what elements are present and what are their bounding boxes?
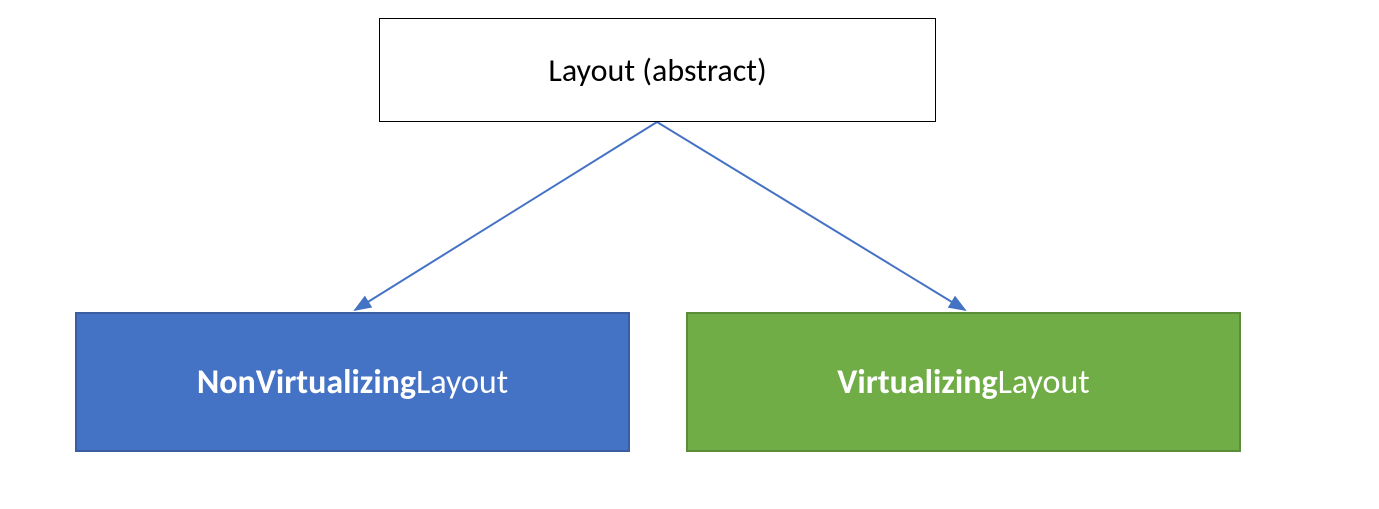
edge-root-to-right: [657, 122, 965, 310]
edge-root-to-left: [355, 122, 657, 310]
leaf-right-label: VirtualizingLayout: [837, 362, 1089, 403]
leaf-left-label-rest: Layout: [416, 362, 508, 403]
leaf-right-label-bold: Virtualizing: [837, 362, 997, 403]
leaf-node-nonvirtualizing: NonVirtualizingLayout: [75, 312, 630, 452]
leaf-left-label-bold: NonVirtualizing: [197, 362, 416, 403]
root-node-label: Layout (abstract): [548, 51, 766, 90]
leaf-node-virtualizing: VirtualizingLayout: [686, 312, 1241, 452]
root-node-layout-abstract: Layout (abstract): [379, 18, 936, 122]
leaf-left-label: NonVirtualizingLayout: [197, 362, 508, 403]
leaf-right-label-rest: Layout: [998, 362, 1090, 403]
